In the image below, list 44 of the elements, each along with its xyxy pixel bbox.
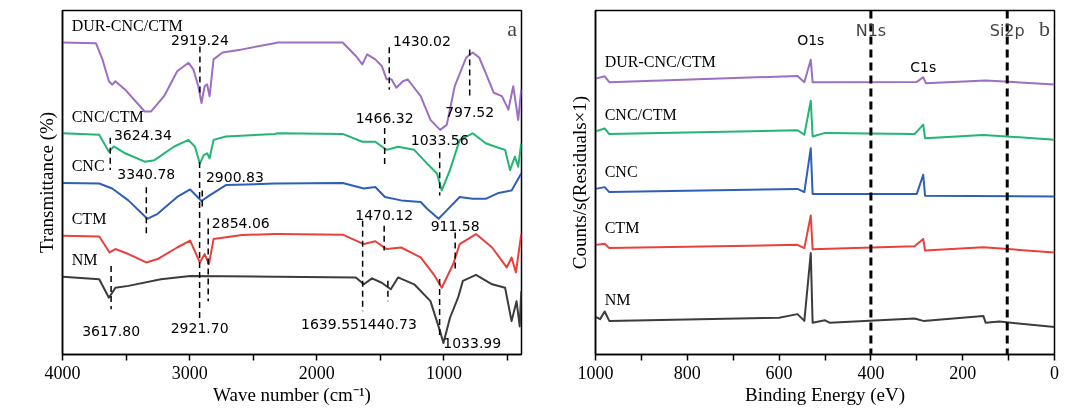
x-tick-label: 2000	[298, 362, 335, 383]
series-label: NM	[71, 251, 98, 269]
annotation: 1470.12	[355, 207, 414, 224]
x-tick-label: 3000	[171, 362, 208, 383]
annotation: 2854.06	[211, 214, 270, 231]
x-tick-label: 400	[857, 362, 885, 383]
series-label: CNC	[604, 163, 638, 181]
series-label: NM	[604, 291, 631, 309]
x-tick-label: 0	[1050, 362, 1059, 383]
annotation: C1s	[910, 58, 937, 75]
x-tick-label: 1000	[425, 362, 462, 383]
annotation: 3624.34	[113, 126, 172, 143]
series-label: CTM	[604, 219, 640, 237]
annotation: 1466.32	[355, 109, 414, 126]
annotation: O1s	[797, 32, 825, 49]
x-axis-title: Wave number (cm⁻¹)	[213, 383, 371, 406]
x-tick-label: 200	[949, 362, 977, 383]
series-label: DUR-CNC/CTM	[71, 16, 183, 34]
y-axis-title: Transmittance (%)	[35, 111, 58, 254]
annotation: 1430.02	[392, 33, 451, 50]
series-label: CTM	[71, 209, 107, 227]
annotation: 2919.24	[170, 32, 229, 49]
series-label: CNC/CTM	[71, 107, 144, 125]
annotation: 911.58	[430, 217, 480, 234]
series-label: DUR-CNC/CTM	[604, 52, 716, 70]
annotation: 3617.80	[82, 323, 141, 340]
annotation: 2921.70	[170, 320, 229, 337]
annotation: 2900.83	[205, 168, 264, 185]
text: b	[1038, 15, 1050, 41]
series-label: CNC	[71, 157, 105, 175]
x-tick-label: 4000	[44, 362, 81, 383]
annotation: 1639.55	[301, 316, 359, 333]
x-tick-label: 1000	[577, 362, 614, 383]
text: a	[507, 15, 518, 41]
y-axis-title: Counts/s(Residuals×1)	[568, 95, 591, 270]
ref-line-label: Si2p	[989, 20, 1025, 40]
x-tick-label: 800	[673, 362, 701, 383]
annotation: 3340.78	[117, 166, 176, 183]
annotation: 1440.73	[358, 316, 417, 333]
annotation: 1033.99	[443, 335, 502, 352]
x-axis-title: Binding Energy (eV)	[744, 383, 906, 406]
ref-line-label: N1s	[855, 20, 887, 40]
series-label: CNC/CTM	[604, 105, 677, 123]
x-tick-label: 600	[765, 362, 793, 383]
